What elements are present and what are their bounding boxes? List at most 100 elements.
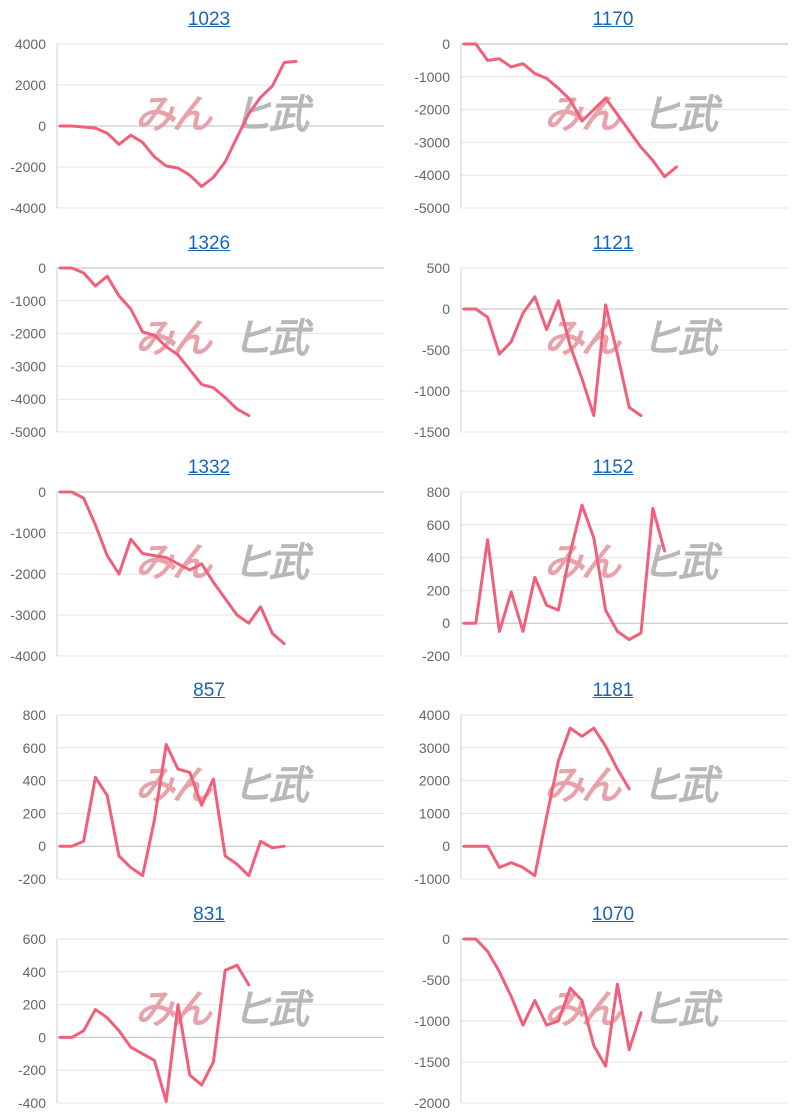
line-chart: 4000 2000 0 -2000 -4000 みん ヒ武: [10, 36, 384, 216]
chart-panel: 1326 0 -1000 -2000 -3000 -4000 -5000 みん ヒ武: [0, 224, 404, 447]
y-tick-label: -5000: [10, 424, 46, 440]
y-tick-label: 200: [23, 805, 47, 821]
y-tick-label: -1500: [414, 424, 450, 440]
watermark-part2: ヒ武: [641, 763, 723, 809]
chart-title-link[interactable]: 1023: [187, 9, 231, 30]
watermark-logo: みん ヒ武: [544, 987, 726, 1033]
watermark-logo: みん ヒ武: [135, 92, 317, 138]
line-chart: 500 0 -500 -1000 -1500 みん ヒ武: [414, 260, 788, 440]
y-tick-label: -2000: [10, 326, 46, 342]
line-chart: 0 -500 -1000 -1500 -2000 みん ヒ武: [414, 931, 788, 1111]
chart-panel: 1023 4000 2000 0 -2000 -4000 みん ヒ武: [0, 0, 404, 223]
watermark-part2: ヒ武: [232, 540, 314, 586]
watermark-part1: みん: [135, 316, 214, 362]
chart-panel: 857 800 600 400 200 0 -200 みん ヒ武: [0, 671, 404, 894]
watermark-logo: みん ヒ武: [135, 987, 317, 1033]
line-chart: 800 600 400 200 0 -200 みん ヒ武: [18, 707, 384, 887]
chart-title-link[interactable]: 1152: [592, 457, 634, 478]
y-tick-label: 0: [38, 838, 46, 854]
watermark-part1: みん: [135, 92, 214, 138]
data-series-line: [462, 937, 643, 1068]
y-tick-label: 600: [23, 740, 47, 756]
y-tick-label: 400: [23, 964, 47, 980]
data-series-line: [462, 726, 631, 878]
y-tick-label: 0: [38, 1029, 46, 1045]
y-tick-label: 200: [427, 582, 451, 598]
watermark-part2: ヒ武: [232, 763, 314, 809]
y-tick-label: -1000: [10, 293, 46, 309]
y-tick-label: 0: [442, 931, 450, 947]
data-series-line: [462, 503, 667, 642]
chart-title-link[interactable]: 1326: [187, 233, 231, 254]
chart-panel: 1070 0 -500 -1000 -1500 -2000 みん ヒ武: [404, 895, 808, 1118]
watermark-part2: ヒ武: [641, 316, 723, 362]
watermark-part2: ヒ武: [641, 92, 723, 138]
chart-title-link[interactable]: 1332: [187, 457, 231, 478]
watermark-part2: ヒ武: [232, 987, 314, 1033]
watermark-logo: みん ヒ武: [135, 763, 317, 809]
y-tick-label: 2000: [419, 773, 450, 789]
data-series-line: [58, 743, 286, 878]
y-tick-label: -1000: [414, 383, 450, 399]
y-tick-label: -500: [422, 342, 450, 358]
y-tick-label: -400: [18, 1095, 46, 1111]
y-tick-label: 500: [427, 260, 451, 276]
y-tick-label: -2000: [10, 566, 46, 582]
y-tick-label: 0: [38, 260, 46, 276]
chart-title-link[interactable]: 1170: [592, 9, 634, 30]
chart-title-link[interactable]: 831: [193, 904, 225, 925]
y-tick-label: 4000: [419, 707, 450, 723]
y-tick-label: 0: [38, 484, 46, 500]
line-chart: 600 400 200 0 -200 -400 みん ヒ武: [18, 931, 384, 1111]
watermark-logo: みん ヒ武: [135, 316, 317, 362]
y-tick-label: 1000: [419, 805, 450, 821]
line-chart: 800 600 400 200 0 -200 みん ヒ武: [422, 484, 788, 664]
data-series-line: [462, 295, 643, 418]
watermark-logo: みん ヒ武: [544, 92, 726, 138]
watermark-part2: ヒ武: [232, 92, 314, 138]
data-series-line: [58, 490, 286, 646]
y-tick-label: -500: [422, 972, 450, 988]
watermark-logo: みん ヒ武: [544, 763, 726, 809]
y-tick-label: -4000: [10, 391, 46, 407]
data-series-line: [58, 266, 251, 418]
y-tick-label: 0: [442, 36, 450, 52]
chart-title-link[interactable]: 1181: [592, 680, 634, 701]
data-series-line: [58, 963, 251, 1103]
y-tick-label: -1000: [414, 871, 450, 887]
y-tick-label: 400: [23, 773, 47, 789]
y-tick-label: 600: [23, 931, 47, 947]
watermark-logo: みん ヒ武: [135, 540, 317, 586]
y-tick-label: 3000: [419, 740, 450, 756]
y-tick-label: 2000: [15, 77, 46, 93]
y-tick-label: -2000: [10, 159, 46, 175]
chart-panel: 1332 0 -1000 -2000 -3000 -4000 みん ヒ武: [0, 448, 404, 671]
data-series-line: [462, 42, 678, 179]
watermark-part2: ヒ武: [232, 316, 314, 362]
y-tick-label: -3000: [10, 607, 46, 623]
chart-title-link[interactable]: 1121: [592, 233, 634, 254]
y-tick-label: -4000: [10, 648, 46, 664]
y-tick-label: -5000: [414, 200, 450, 216]
y-tick-label: -1000: [414, 1013, 450, 1029]
y-tick-label: -1500: [414, 1054, 450, 1070]
y-tick-label: -4000: [414, 167, 450, 183]
watermark-logo: みん ヒ武: [544, 540, 726, 586]
chart-title-link[interactable]: 1070: [591, 904, 635, 925]
y-tick-label: -2000: [414, 1095, 450, 1111]
y-tick-label: -1000: [10, 525, 46, 541]
y-tick-label: 200: [23, 997, 47, 1013]
y-tick-label: 0: [442, 838, 450, 854]
y-tick-label: -4000: [10, 200, 46, 216]
chart-title-link[interactable]: 857: [193, 680, 225, 701]
line-chart: 0 -1000 -2000 -3000 -4000 みん ヒ武: [10, 484, 384, 664]
y-tick-label: -200: [18, 871, 46, 887]
y-tick-label: 4000: [15, 36, 46, 52]
chart-panel: 1152 800 600 400 200 0 -200 みん ヒ武: [404, 448, 808, 671]
data-series-line: [58, 59, 298, 188]
y-tick-label: -200: [422, 648, 450, 664]
y-tick-label: 800: [427, 484, 451, 500]
y-tick-label: -1000: [414, 69, 450, 85]
y-tick-label: -200: [18, 1062, 46, 1078]
